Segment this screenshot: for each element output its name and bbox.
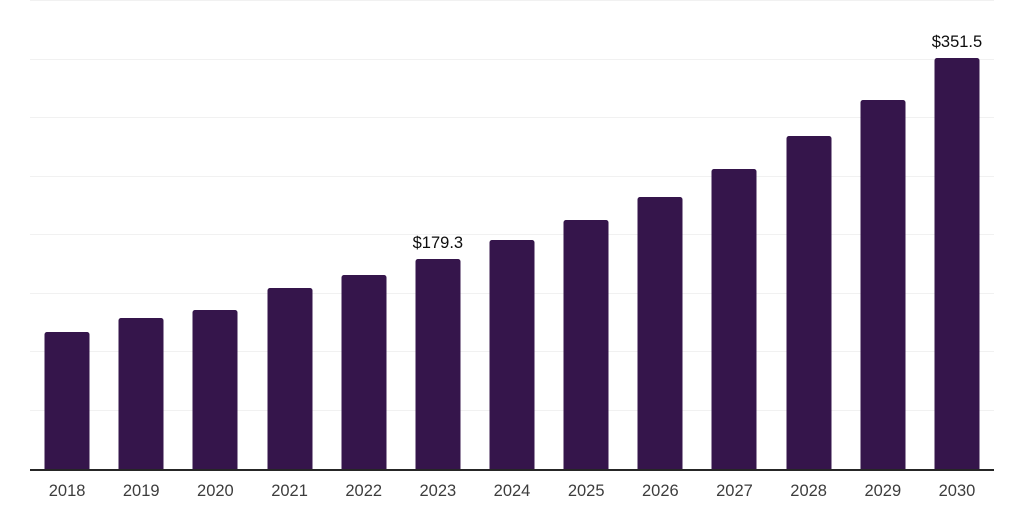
data-label-2023: $179.3 — [412, 234, 464, 253]
band-2022 — [327, 1, 401, 469]
bar-2027[interactable] — [711, 168, 757, 469]
gridline-300 — [30, 117, 994, 118]
x-tick-label-2021: 2021 — [271, 482, 308, 500]
x-tick-label-2025: 2025 — [567, 482, 605, 500]
band-2024 — [475, 1, 549, 469]
gridline-200 — [30, 234, 994, 235]
band-2030: $351.5 — [920, 1, 994, 469]
band-2020 — [178, 1, 252, 469]
x-axis-tick-labels: 2018 2019 2020 2021 2022 2023 2024 2025 2026 2027… — [30, 482, 994, 502]
x-tick-label-2022: 2022 — [345, 482, 383, 500]
bar-2022[interactable] — [341, 275, 387, 469]
bar-2029[interactable] — [860, 100, 906, 469]
band-2025 — [549, 1, 623, 469]
bar-2021[interactable] — [267, 287, 313, 469]
x-tick-label-2024: 2024 — [493, 482, 531, 500]
gridline-250 — [30, 175, 994, 177]
band-2027 — [697, 1, 771, 469]
x-tick-label-2018: 2018 — [48, 482, 86, 500]
band-2021 — [252, 1, 326, 469]
bar-2023[interactable] — [415, 259, 461, 469]
bar-2030[interactable] — [934, 57, 980, 469]
band-2028 — [772, 1, 846, 469]
x-tick-label-2020: 2020 — [197, 482, 234, 500]
x-axis-line — [30, 469, 994, 471]
bar-2018[interactable] — [44, 332, 90, 469]
bar-2024[interactable] — [489, 240, 535, 469]
x-tick-label-2026: 2026 — [641, 482, 679, 500]
band-2019 — [104, 1, 178, 469]
x-tick-label-2029: 2029 — [864, 482, 902, 500]
band-2029 — [846, 1, 920, 469]
bar-2025[interactable] — [563, 219, 609, 469]
x-tick-label-2028: 2028 — [790, 482, 827, 500]
x-tick-label-2027: 2027 — [716, 482, 753, 500]
plot-area: $179.3 $351.5 — [30, 0, 994, 471]
x-tick-label-2030: 2030 — [938, 482, 976, 500]
data-label-2030: $351.5 — [931, 32, 983, 51]
bars-layer: $179.3 $351.5 — [30, 1, 994, 469]
x-tick-label-2019: 2019 — [122, 482, 160, 500]
bar-2020[interactable] — [192, 310, 238, 469]
bar-2028[interactable] — [786, 136, 832, 469]
band-2023: $179.3 — [401, 1, 475, 469]
bar-2026[interactable] — [637, 196, 683, 469]
gridline-400 — [30, 0, 994, 1]
band-2018 — [30, 1, 104, 469]
gridline-350 — [30, 58, 994, 60]
band-2026 — [623, 1, 697, 469]
x-tick-label-2023: 2023 — [419, 482, 457, 500]
bar-2019[interactable] — [118, 318, 164, 469]
